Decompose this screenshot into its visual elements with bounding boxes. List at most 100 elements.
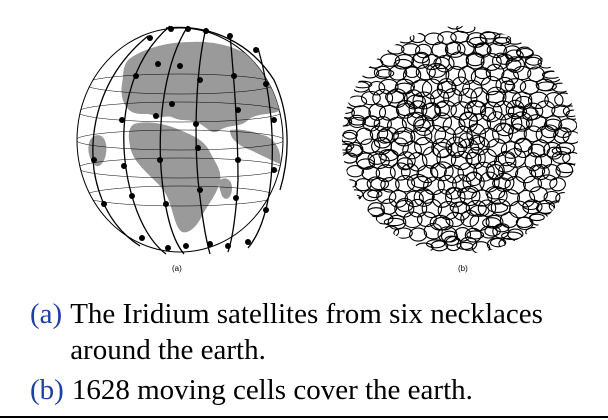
cell-outline: [367, 151, 387, 165]
cell-outline: [479, 31, 501, 40]
cell-outline: [430, 240, 449, 252]
caption-marker-b: (b): [30, 374, 64, 406]
cell-outline: [494, 223, 510, 233]
cell-outline: [389, 162, 411, 181]
cell-outline: [422, 54, 442, 71]
cell-outline: [437, 31, 457, 45]
cell-outline: [507, 105, 528, 118]
cell-outline: [463, 100, 487, 122]
cell-outline: [383, 217, 405, 227]
cell-outline: [485, 185, 506, 200]
cell-outline: [549, 177, 566, 192]
cell-outline: [504, 78, 527, 94]
cell-outline: [368, 103, 387, 121]
cell-outline: [440, 230, 459, 243]
cell-outline: [396, 151, 416, 170]
cell-outline: [489, 237, 507, 248]
cell-outline: [421, 198, 443, 219]
caption-marker-a: (a): [30, 298, 63, 330]
cell-outline: [535, 202, 555, 214]
cell-outline: [515, 165, 537, 184]
cell-outline: [492, 177, 511, 190]
cell-outline: [360, 90, 381, 106]
cell-outline: [468, 134, 486, 151]
cell-outline: [409, 227, 428, 242]
cell-outline: [394, 82, 415, 94]
cell-outline: [528, 213, 545, 222]
cell-outline: [367, 202, 385, 217]
cell-outline: [347, 95, 368, 108]
cell-outline: [551, 146, 572, 156]
cell-outline: [361, 165, 381, 181]
cell-outline: [493, 33, 511, 44]
cell-outline: [450, 101, 473, 121]
cell-outline: [396, 198, 414, 212]
cell-outline: [522, 102, 544, 120]
cell-outline: [465, 52, 485, 67]
cell-outline: [479, 31, 497, 44]
cell-outline: [402, 66, 422, 84]
cell-outline: [502, 89, 522, 109]
cell-outline: [479, 171, 500, 193]
cell-outline: [418, 189, 435, 204]
cell-outline: [385, 90, 405, 104]
cell-outline: [477, 148, 498, 168]
cell-outline: [542, 70, 562, 83]
cell-outline: [421, 146, 442, 169]
cell-outline: [443, 164, 465, 184]
cell-outline: [406, 111, 427, 127]
cell-outline: [452, 174, 472, 193]
cell-outline: [492, 37, 512, 47]
cell-outline: [380, 177, 400, 193]
caption-line-a: (a) The Iridium satellites from six neck…: [30, 296, 600, 368]
cell-outline: [501, 68, 520, 86]
cell-outline: [349, 116, 366, 126]
cell-outline: [370, 177, 390, 191]
caption-text-b: 1628 moving cells cover the earth.: [71, 374, 473, 406]
cell-outline: [540, 124, 559, 139]
cell-outline: [496, 123, 514, 137]
cell-outline: [517, 189, 536, 208]
cell-outline: [485, 214, 504, 229]
cell-outline: [536, 81, 557, 92]
cell-outline: [402, 141, 422, 160]
cell-outline: [562, 105, 578, 118]
cell-outline: [456, 241, 474, 250]
cell-outline: [376, 69, 395, 78]
cell-outline: [415, 43, 432, 59]
cell-outline: [444, 235, 460, 246]
cell-outline: [413, 188, 434, 207]
cell-outline: [445, 187, 462, 200]
cell-outline: [423, 32, 444, 46]
cell-outline: [480, 225, 498, 239]
cell-outline: [445, 41, 462, 55]
cell-outline: [362, 189, 380, 202]
cell-outline: [450, 30, 470, 44]
cell-outline: [462, 172, 485, 193]
figure-a-label: (a): [172, 264, 182, 273]
cell-outline: [375, 164, 396, 183]
cell-outline: [527, 91, 549, 109]
cell-outline: [393, 227, 413, 239]
cell-outline: [554, 92, 574, 108]
caption-line-b: (b) 1628 moving cells cover the earth.: [30, 372, 600, 408]
cell-outline: [423, 222, 443, 240]
cell-outline: [513, 65, 532, 81]
globe-illustration: [76, 25, 288, 255]
cell-outline: [351, 105, 371, 121]
cell-outline: [546, 146, 563, 160]
cell-outline: [413, 51, 430, 64]
cell-outline: [466, 123, 487, 145]
cell-outline: [466, 230, 485, 240]
cell-outline: [535, 100, 556, 119]
cell-outline: [521, 107, 539, 121]
figure-caption: (a) The Iridium satellites from six neck…: [30, 296, 600, 412]
cell-outline: [516, 47, 534, 59]
cell-outline: [544, 92, 564, 109]
cell-outline: [346, 141, 364, 158]
bottom-divider: [0, 416, 608, 418]
cell-outline: [400, 163, 420, 181]
cell-outline: [454, 227, 472, 242]
cell-outline: [524, 56, 542, 70]
cell-outline: [342, 116, 350, 127]
